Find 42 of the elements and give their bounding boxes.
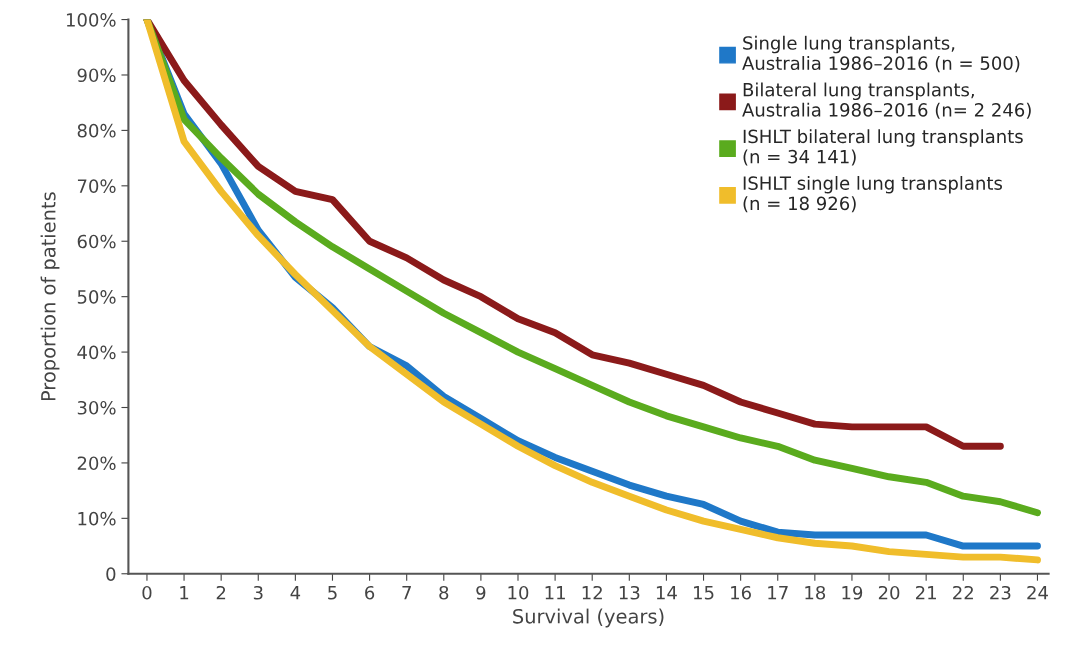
y-axis-title: Proportion of patients <box>40 192 60 401</box>
x-tick-label: 13 <box>619 585 640 600</box>
x-tick-label: 14 <box>656 586 677 600</box>
x-tick-label: 4 <box>290 586 301 600</box>
x-tick-label: 1 <box>180 586 189 600</box>
x-tick-label: 2 <box>216 585 226 600</box>
y-tick-label: 10% <box>78 511 116 526</box>
x-tick-label: 19 <box>842 585 863 600</box>
x-tick-label: 9 <box>476 585 486 600</box>
legend-label: Single lung transplants, Australia 1986–2016 (n = 500) <box>742 35 1020 73</box>
x-tick-label: 23 <box>990 585 1011 600</box>
x-tick-label: 22 <box>953 585 973 600</box>
x-tick-label: 5 <box>328 586 337 600</box>
y-tick-label: 100% <box>66 13 116 27</box>
x-tick-label: 18 <box>805 585 826 600</box>
y-tick-label: 40% <box>77 345 116 360</box>
x-tick-label: 15 <box>694 586 714 600</box>
x-tick-label: 21 <box>915 585 936 600</box>
y-tick-label: 80% <box>77 123 116 138</box>
y-tick-label: 60% <box>77 234 116 249</box>
x-tick-label: 16 <box>731 585 751 600</box>
x-tick-label: 10 <box>508 585 529 600</box>
x-tick-label: 0 <box>142 585 152 600</box>
legend-label: Bilateral lung transplants, Australia 1986–2016 (n= 2 246) <box>742 82 1031 119</box>
y-tick-label: 20% <box>77 456 116 471</box>
x-tick-label: 7 <box>402 586 411 600</box>
x-tick-label: 6 <box>365 585 375 600</box>
legend-label: ISHLT single lung transplants (n = 18 926) <box>743 175 1002 213</box>
x-tick-label: 24 <box>1027 585 1048 600</box>
y-tick-label: 90% <box>77 68 116 83</box>
x-axis-title: Survival (years) <box>513 608 664 628</box>
y-tick-label: 30% <box>77 400 116 415</box>
legend-label: ISHLT bilateral lung transplants (n = 34 141) <box>743 129 1023 166</box>
x-tick-label: 17 <box>768 586 788 600</box>
x-tick-label: 3 <box>253 585 263 600</box>
y-tick-label: 50% <box>77 290 116 304</box>
x-tick-label: 20 <box>878 585 900 600</box>
y-tick-label: 70% <box>77 179 116 193</box>
y-tick-label: 0 <box>106 567 116 581</box>
x-tick-label: 8 <box>439 585 449 600</box>
x-tick-label: 11 <box>545 586 565 600</box>
x-tick-label: 12 <box>582 585 602 600</box>
